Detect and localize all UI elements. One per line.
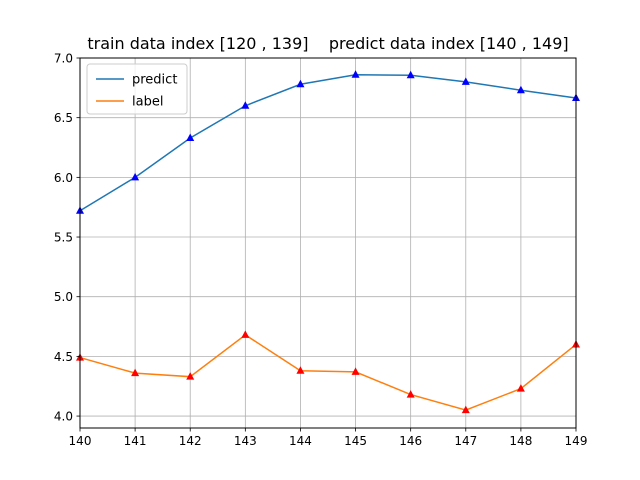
data-point-label (461, 405, 470, 414)
data-point-predict (461, 77, 470, 85)
data-point-predict (351, 70, 360, 78)
data-point-predict (131, 172, 140, 181)
series-layer (76, 70, 580, 414)
y-tick-label: 6.5 (54, 111, 73, 125)
chart-title: train data index [120 , 139] predict dat… (87, 34, 568, 53)
data-point-label (296, 366, 305, 374)
y-tick-label: 7.0 (54, 52, 73, 66)
legend: predict label (86, 63, 188, 115)
x-tick-label: 149 (565, 434, 588, 448)
data-point-predict (406, 70, 415, 79)
data-point-label (516, 384, 525, 392)
data-point-label (241, 330, 250, 338)
axes: 140 141 142 143 144 145 146 147 148 149 4.0 4.5 5.0 5… (54, 52, 588, 449)
y-tick-label: 4.5 (54, 350, 73, 364)
legend-label-predict: predict (132, 73, 177, 88)
data-point-predict (241, 101, 250, 109)
x-tick-label: 140 (69, 434, 92, 448)
data-point-label (131, 368, 140, 377)
plot-frame (79, 57, 577, 429)
data-point-predict (186, 133, 195, 141)
x-tick-label: 146 (399, 434, 422, 448)
x-tick-label: 142 (179, 434, 202, 448)
x-tick-label: 145 (344, 434, 367, 448)
data-point-label (186, 372, 195, 380)
x-tick-label: 144 (289, 434, 312, 448)
x-tick-label: 147 (454, 434, 477, 448)
y-tick-label: 5.0 (54, 290, 73, 304)
data-point-predict (516, 85, 525, 94)
x-tick-label: 148 (509, 434, 532, 448)
y-tick-label: 4.0 (54, 410, 73, 424)
series-line-label (79, 333, 577, 411)
series-line-predict (79, 73, 577, 212)
x-tick-label: 143 (234, 434, 257, 448)
y-tick-label: 6.0 (54, 171, 73, 185)
y-tick-label: 5.5 (54, 231, 73, 245)
series-label (76, 330, 580, 414)
legend-label-label: label (132, 95, 163, 110)
data-point-label (351, 367, 360, 375)
data-point-predict (296, 79, 305, 88)
data-point-label (406, 390, 415, 398)
x-tick-label: 141 (124, 434, 147, 448)
